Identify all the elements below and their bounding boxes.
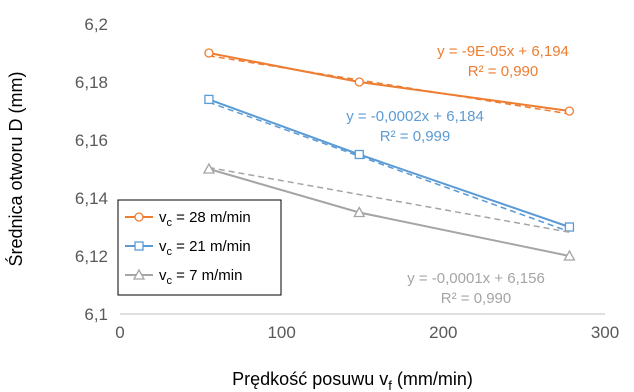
legend-marker [134,212,144,222]
legend-label-value: = 28 m/min [172,209,251,226]
labels-layer: y = -9E-05x + 6,194 R² = 0,990 y = -0,0002… [346,43,569,307]
trendline-r-squared: R² = 0,990 [468,63,538,80]
series-line [208,52,570,112]
series-layer [202,48,576,261]
series-2 [202,162,576,261]
x-axis-title-unit: (mm/min) [392,369,473,389]
data-point-marker [354,77,364,87]
legend-label-main: v [159,238,167,255]
legend-label-value: = 21 m/min [172,238,251,255]
legend-label-value: = 7 m/min [172,267,242,284]
legend-item: vc = 21 m/min [125,238,251,258]
data-point-marker [204,94,214,105]
legend-label-subscript: c [167,275,173,287]
series-trendline [208,55,570,115]
legend-label-main: v [159,267,167,284]
data-point-marker [354,149,364,160]
x-tick-label: 200 [429,323,457,342]
y-tick-label: 6,18 [75,73,108,92]
x-tick-label: 300 [591,323,619,342]
data-point-marker [204,48,214,58]
x-axis-title-subscript: f [388,378,392,392]
x-tick-label: 0 [115,323,124,342]
legend-label-subscript: c [167,246,173,258]
legend-label-main: v [159,209,167,226]
axes-layer: 0 100 200 300 6,1 6,12 6,14 6,16 6,18 6,2 Prędkość… [5,15,619,392]
data-point-marker [564,106,575,116]
x-tick-label: 100 [267,323,295,342]
y-tick-label: 6,16 [75,131,108,150]
data-point-marker [202,162,216,174]
legend-label: vc = 28 m/min [159,209,251,229]
trendline-r-squared: R² = 0,990 [441,290,511,307]
data-point-marker [353,206,366,218]
legend-label: vc = 21 m/min [159,238,251,258]
legend-item: vc = 28 m/min [125,209,251,229]
x-axis-title: Prędkość posuwu vf (mm/min) [232,369,473,392]
legend-marker [132,268,146,280]
trendline-r-squared: R² = 0,999 [380,128,450,145]
x-axis-title-main: Prędkość posuwu v [232,369,388,389]
data-point-marker [563,249,576,261]
y-tick-label: 6,12 [75,247,108,266]
trendline-equation: y = -0,0001x + 6,156 [407,270,545,287]
trendline-equation: y = -9E-05x + 6,194 [437,43,569,60]
series-0 [204,48,575,116]
series-trendline [208,101,570,233]
trendline-equation: y = -0,0002x + 6,184 [346,108,484,125]
legend-box [117,199,282,296]
series-trendline [208,166,570,233]
y-axis-title: Średnica otworu D (mm) [5,71,26,266]
y-tick-label: 6,1 [84,305,108,324]
legend-marker [134,241,144,251]
legend-item: vc = 7 m/min [125,267,242,287]
series-1 [204,94,575,233]
legend-label-subscript: c [167,217,173,229]
data-point-marker [564,222,575,232]
y-tick-label: 6,2 [84,15,108,34]
y-tick-label: 6,14 [75,189,108,208]
legend-label: vc = 7 m/min [159,267,242,287]
